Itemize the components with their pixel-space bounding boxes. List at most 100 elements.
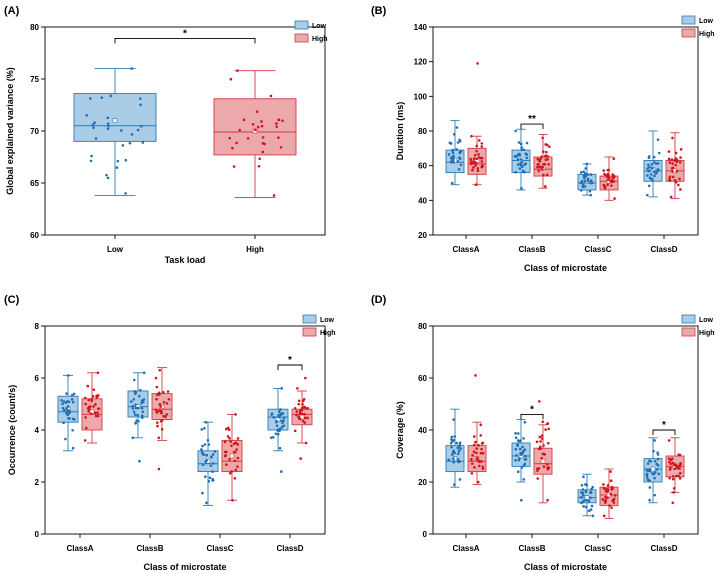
- data-point: [298, 411, 302, 415]
- data-point: [297, 399, 301, 403]
- x-tick-label: ClassC: [206, 544, 233, 553]
- data-point: [518, 457, 521, 460]
- data-point: [120, 129, 123, 132]
- data-point: [456, 457, 460, 461]
- y-tick-label: 60: [30, 231, 39, 240]
- data-point: [651, 167, 654, 170]
- data-point: [96, 371, 100, 375]
- panel-a: (A) 60 65 70 75 80 Global explained variance (…: [4, 5, 328, 265]
- box-high-classd: [291, 376, 313, 460]
- data-point: [469, 457, 473, 461]
- data-point: [472, 157, 476, 161]
- data-point: [158, 409, 161, 413]
- data-point: [206, 439, 210, 442]
- data-point: [90, 399, 94, 403]
- data-point: [480, 160, 484, 163]
- data-point: [589, 173, 593, 176]
- data-point: [602, 483, 605, 486]
- data-point: [590, 487, 593, 491]
- x-tick-label: ClassC: [584, 245, 611, 254]
- data-point: [651, 472, 654, 475]
- y-tick-label: 8: [35, 322, 40, 331]
- data-point: [226, 435, 230, 438]
- data-point: [581, 185, 585, 189]
- box-low-classb: [511, 128, 531, 191]
- data-point: [452, 449, 455, 453]
- data-point: [258, 157, 262, 161]
- data-point: [610, 184, 613, 187]
- data-point: [233, 477, 237, 480]
- data-point: [514, 129, 517, 133]
- data-point: [673, 178, 677, 182]
- data-point: [201, 463, 205, 467]
- data-point: [165, 402, 169, 405]
- data-point: [105, 173, 108, 177]
- data-point: [296, 387, 299, 390]
- data-point: [581, 488, 585, 491]
- data-point: [523, 458, 527, 461]
- data-point: [304, 441, 308, 445]
- data-point: [582, 499, 586, 502]
- data-point: [89, 97, 92, 100]
- y-tick-label: 60: [418, 374, 427, 383]
- data-point: [277, 413, 280, 417]
- data-point: [211, 477, 214, 481]
- data-point: [545, 173, 549, 177]
- legend-swatch-high: [294, 33, 309, 43]
- data-point: [94, 137, 98, 140]
- data-point: [656, 457, 660, 461]
- data-point: [65, 407, 68, 410]
- data-point: [134, 403, 137, 406]
- data-point: [536, 477, 540, 480]
- data-point: [581, 493, 585, 497]
- data-point: [579, 181, 583, 185]
- data-point: [516, 157, 520, 161]
- data-point: [579, 170, 583, 174]
- data-point: [141, 141, 145, 144]
- data-point: [458, 478, 462, 481]
- significance-label: *: [662, 420, 666, 431]
- data-point: [67, 400, 71, 404]
- data-point: [154, 376, 158, 380]
- data-point: [668, 476, 671, 480]
- data-point: [140, 401, 144, 405]
- data-point: [251, 122, 255, 126]
- data-point: [476, 169, 480, 173]
- data-point: [678, 471, 682, 475]
- data-point: [158, 368, 162, 372]
- data-point: [70, 398, 74, 401]
- data-point: [107, 124, 110, 128]
- data-point: [609, 470, 612, 473]
- box-low-classc: [577, 162, 597, 197]
- y-tick-label: 0: [423, 530, 428, 539]
- data-point: [96, 411, 99, 415]
- data-point: [204, 420, 208, 424]
- data-point: [590, 504, 594, 508]
- data-point: [87, 410, 91, 413]
- data-point: [542, 465, 546, 468]
- data-point: [602, 514, 606, 518]
- box-low-classc: [577, 473, 597, 518]
- y-tick-label: 70: [30, 127, 39, 136]
- data-point: [106, 116, 110, 120]
- data-point: [121, 144, 125, 147]
- data-point: [83, 439, 87, 442]
- data-point: [167, 398, 171, 401]
- box-high-classd: [665, 437, 685, 505]
- bracket-line: [520, 413, 544, 420]
- data-point: [91, 123, 95, 126]
- data-point: [480, 156, 484, 160]
- data-point: [71, 428, 74, 432]
- data-point: [134, 421, 138, 425]
- data-point: [139, 124, 143, 128]
- data-point: [70, 393, 74, 397]
- data-point: [473, 443, 476, 447]
- y-tick-label: 80: [418, 127, 427, 136]
- data-point: [459, 163, 463, 167]
- data-point: [295, 413, 298, 417]
- data-point: [612, 176, 616, 179]
- x-tick-label: ClassD: [650, 544, 677, 553]
- data-point: [452, 154, 455, 158]
- data-point: [648, 498, 651, 502]
- data-point: [92, 126, 95, 130]
